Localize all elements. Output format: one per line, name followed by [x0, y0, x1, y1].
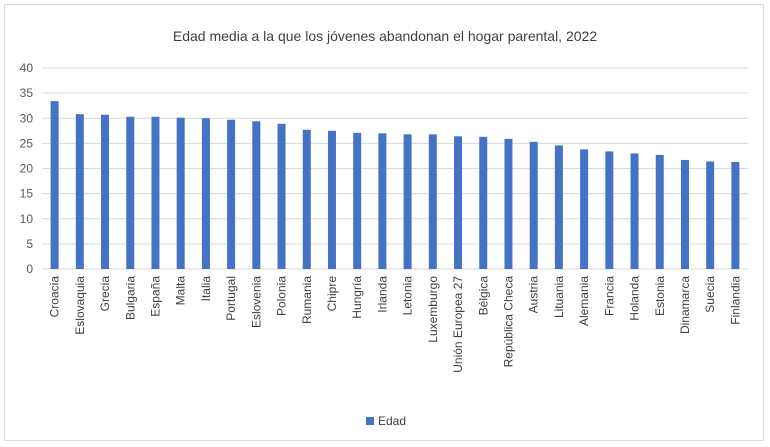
x-tick-label: Holanda — [628, 276, 642, 321]
bar-portugal — [227, 119, 236, 269]
bar-croacia — [50, 101, 59, 269]
x-tick-label: Irlanda — [375, 276, 389, 313]
x-tick-label: Chipre — [325, 276, 339, 312]
bars-layer — [50, 101, 740, 270]
y-tick-label: 30 — [20, 111, 34, 125]
x-tick-label: Letonia — [401, 276, 415, 316]
x-tick-label: Lituania — [552, 276, 566, 318]
y-tick-label: 20 — [20, 162, 34, 176]
y-tick-label: 5 — [26, 237, 33, 251]
x-tick-label: Eslovenia — [249, 276, 263, 328]
bar-lituania — [554, 145, 563, 269]
bar-chipre — [327, 130, 336, 269]
bar-estonia — [655, 154, 664, 269]
grid-layer — [42, 67, 748, 270]
bar-suecia — [706, 161, 715, 269]
bar-francia — [605, 151, 614, 269]
legend-label: Edad — [378, 414, 406, 428]
bar-españa — [151, 116, 160, 270]
x-tick-label: Luxemburgo — [426, 276, 440, 343]
bar-holanda — [630, 153, 639, 269]
x-tick-label: República Checa — [501, 276, 515, 368]
x-axis-labels: Croacia Eslovaquia Grecia Bulgaria España Mal… — [48, 276, 743, 373]
y-tick-label: 0 — [26, 262, 33, 276]
bar-eslovaquia — [75, 114, 84, 269]
x-tick-label: Austria — [527, 276, 541, 314]
bar-dinamarca — [680, 159, 689, 269]
bar-austria — [529, 141, 538, 269]
bar-letonia — [403, 134, 412, 269]
y-tick-label: 35 — [20, 86, 34, 100]
x-tick-label: Malta — [174, 276, 188, 306]
bar-polonia — [277, 123, 286, 269]
x-tick-label: Estonia — [653, 276, 667, 316]
x-tick-label: Francia — [602, 276, 616, 316]
y-axis-ticks: 0 5 10 15 20 25 30 35 40 — [20, 61, 34, 276]
bar-hungría — [353, 132, 362, 269]
bar-finlandia — [731, 161, 740, 269]
legend-swatch — [366, 417, 374, 425]
x-tick-label: Alemania — [577, 276, 591, 326]
x-tick-label: Croacia — [48, 276, 62, 318]
bar-rumania — [302, 129, 311, 269]
x-tick-label: Finlandia — [728, 276, 742, 325]
bar-alemania — [580, 149, 589, 269]
x-tick-label: Polonia — [275, 276, 289, 316]
bar-eslovenia — [252, 121, 261, 269]
bar-irlanda — [378, 133, 387, 269]
x-tick-label: Bulgaria — [123, 276, 137, 320]
bar-bélgica — [479, 136, 488, 269]
x-tick-label: Portugal — [224, 276, 238, 321]
bar-unión-europea-27 — [454, 136, 463, 269]
y-tick-label: 25 — [20, 136, 34, 150]
bar-república-checa — [504, 138, 513, 269]
bar-bulgaria — [126, 116, 135, 270]
x-tick-label: Bélgica — [476, 276, 490, 316]
bar-italia — [201, 118, 210, 269]
x-tick-label: Dinamarca — [678, 276, 692, 334]
y-tick-label: 40 — [20, 61, 34, 75]
x-tick-label: Rumania — [300, 276, 314, 324]
x-tick-label: Eslovaquia — [73, 276, 87, 335]
legend: Edad — [366, 414, 406, 428]
x-tick-label: Italia — [199, 276, 213, 302]
x-tick-label: Suecia — [703, 276, 717, 313]
x-tick-label: Unión Europea 27 — [451, 276, 465, 373]
x-tick-label: Grecia — [98, 276, 112, 312]
y-tick-label: 15 — [20, 187, 34, 201]
y-tick-label: 10 — [20, 212, 34, 226]
bar-luxemburgo — [428, 134, 437, 269]
chart-title: Edad media a la que los jóvenes abandona… — [173, 28, 597, 44]
bar-malta — [176, 117, 185, 269]
bar-grecia — [101, 114, 110, 269]
x-tick-label: Hungría — [350, 276, 364, 319]
x-tick-label: España — [148, 276, 162, 317]
